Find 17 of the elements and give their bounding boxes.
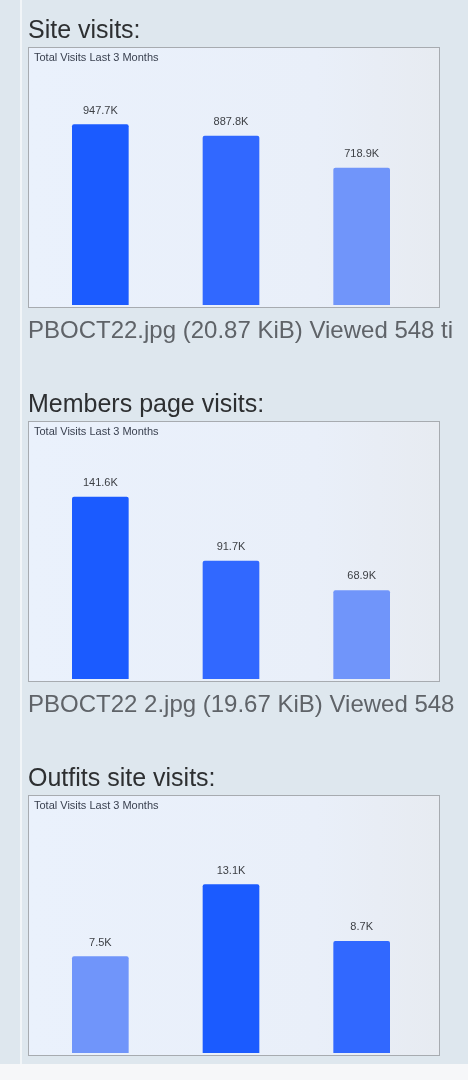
text: PBOCT22.jpg (20.87 KiB) Viewed 548 ti xyxy=(28,316,455,344)
data-label: 68.9K xyxy=(347,569,377,582)
chart-title: Members page visits: xyxy=(28,388,266,418)
chart-subtitle: Total Visits Last 3 Months xyxy=(34,50,159,64)
chart-subtitle: Total Visits Last 3 Months xyxy=(34,798,159,812)
data-label: 947.7K xyxy=(82,103,119,116)
data-label: 8.7K xyxy=(350,920,374,933)
data-label: 7.5K xyxy=(89,935,113,948)
chart-subtitle: Total Visits Last 3 Months xyxy=(34,424,159,438)
data-label: 887.8K xyxy=(213,114,250,127)
data-label: 91.7K xyxy=(216,540,247,553)
text: PBOCT22 2.jpg (19.67 KiB) Viewed 548 xyxy=(28,690,456,718)
data-label: 718.9K xyxy=(344,147,380,160)
chart-title: Outfits site visits: xyxy=(28,762,217,792)
chart-title: Site visits: xyxy=(28,14,142,44)
data-label: 141.6K xyxy=(82,476,119,489)
data-label: 13.1K xyxy=(216,863,247,876)
